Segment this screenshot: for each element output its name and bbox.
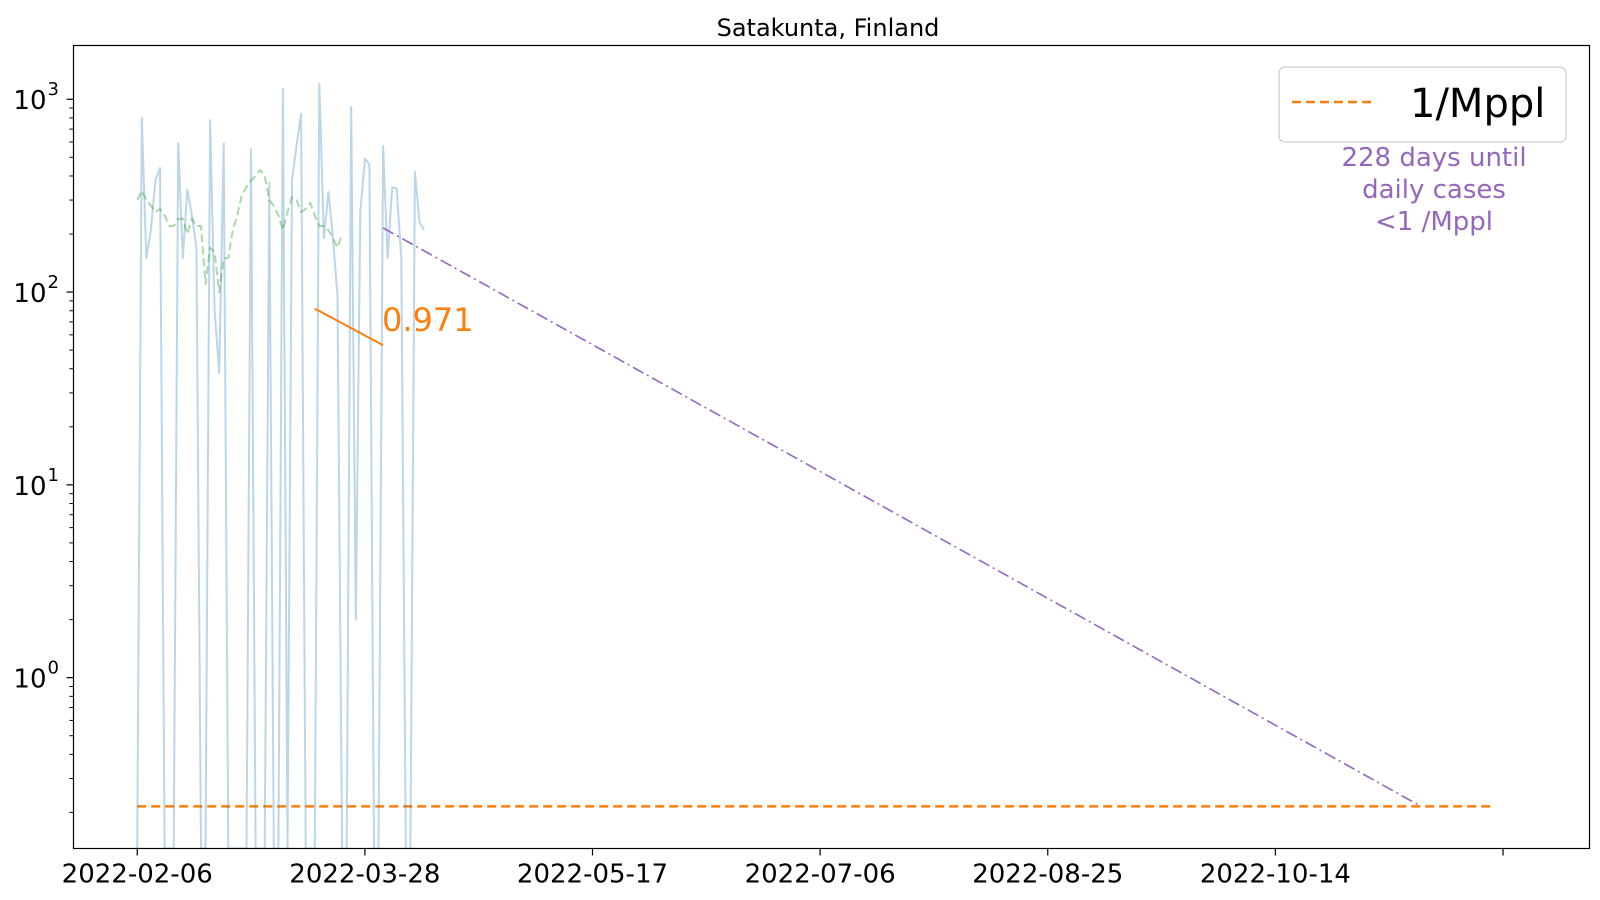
x-tick-label: 2022-10-14	[1200, 860, 1351, 890]
legend: 1/Mppl	[1278, 66, 1567, 143]
plot-frame	[72, 44, 1591, 850]
y-tick-exponent: 1	[48, 465, 59, 486]
y-tick-exponent: 0	[48, 658, 59, 679]
legend-label: 1/Mppl	[1410, 81, 1545, 127]
x-tick-label: 2022-07-06	[745, 860, 896, 890]
chart-title: Satakunta, Finland	[717, 14, 940, 42]
y-tick-exponent: 2	[48, 272, 59, 293]
x-tick-label: 2022-03-28	[289, 860, 440, 890]
slope-label: 0.971	[382, 301, 474, 339]
projection-line	[382, 227, 1422, 808]
x-tick-label: 2022-08-25	[972, 860, 1123, 890]
annotation-text: 228 days until daily cases <1 /Mppl	[1341, 143, 1526, 237]
series-line-daily-cases	[136, 83, 425, 849]
y-tick-label: 10	[13, 665, 46, 695]
annotation-line: daily cases	[1362, 175, 1506, 205]
plot-area	[136, 83, 1494, 849]
y-tick-label: 10	[13, 279, 46, 309]
series-line-7-day-average	[136, 168, 344, 294]
y-tick-label: 10	[13, 86, 46, 116]
plot-marks: 0.971	[136, 83, 1494, 849]
y-tick-exponent: 3	[48, 79, 59, 100]
y-tick-label: 10	[13, 472, 46, 502]
legend-box	[1278, 66, 1567, 143]
x-tick-label: 2022-02-06	[62, 860, 213, 890]
slope-marker-line	[314, 307, 384, 347]
annotation-line: <1 /Mppl	[1375, 207, 1493, 237]
x-tick-label: 2022-05-17	[517, 860, 668, 890]
annotation-line: 228 days until	[1341, 143, 1526, 173]
axes: 2022-02-06 2022-03-28 2022-05-17 2022-07-06…	[13, 79, 1504, 890]
